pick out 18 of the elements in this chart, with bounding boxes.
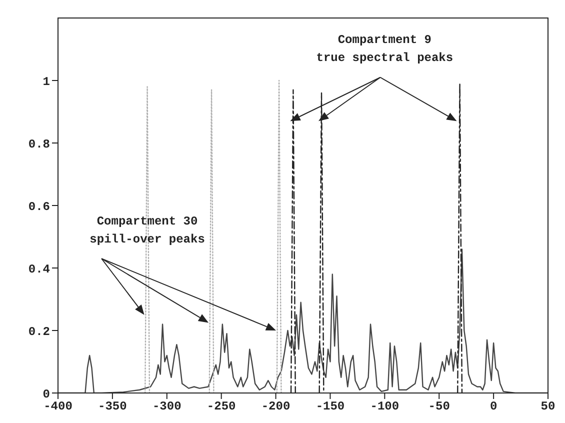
y-tick-label: 0.6 [28, 200, 50, 214]
x-tick-label: -100 [370, 400, 400, 414]
x-tick-label: -300 [152, 400, 182, 414]
x-tick-label: -200 [261, 400, 290, 414]
x-tick-label: -250 [206, 400, 236, 414]
x-tick-label: 0 [490, 400, 498, 414]
annotation: Compartment 9 true spectral peaks [316, 33, 454, 65]
x-tick-label: -350 [98, 400, 127, 414]
x-tick-label: -400 [44, 400, 72, 414]
y-tick-label: 0.2 [28, 324, 50, 339]
x-tick-label: -150 [316, 400, 345, 414]
annotation: Compartment 30 spill-over peaks [90, 214, 205, 246]
x-tick-label: -50 [428, 400, 450, 414]
x-tick-label: 50 [540, 400, 556, 414]
y-tick-label: 0.8 [28, 137, 50, 152]
y-tick-label: 0 [42, 387, 50, 402]
y-tick-label: 1 [42, 74, 50, 89]
y-tick-label: 0.4 [28, 262, 50, 276]
